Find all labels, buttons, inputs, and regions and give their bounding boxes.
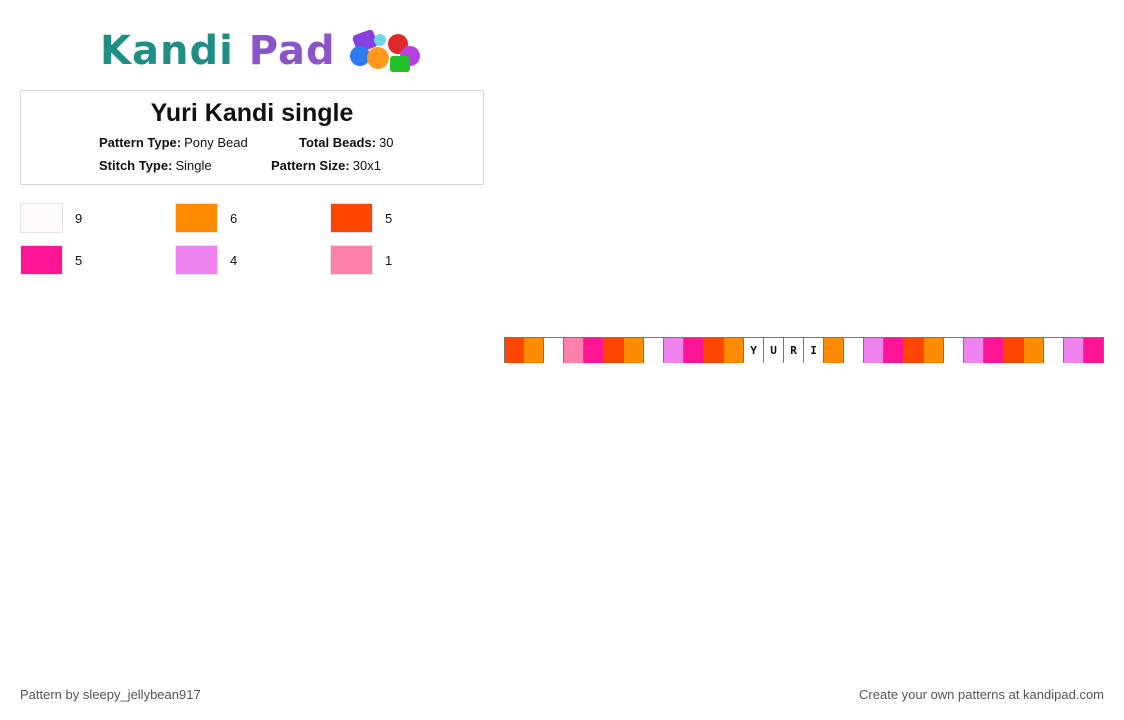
kandipad-promo-text: Create your own patterns at kandipad.com <box>859 687 1104 702</box>
swatch-color-2 <box>175 203 218 233</box>
bead-letter-y: Y <box>744 337 764 363</box>
bead <box>1004 337 1024 363</box>
beads-icon <box>349 29 420 72</box>
pattern-info-card: Yuri Kandi single Pattern Type: Pony Bead… <box>20 90 484 185</box>
bead <box>624 337 644 363</box>
bead <box>1024 337 1044 363</box>
bead <box>604 337 624 363</box>
total-beads: Total Beads: 30 <box>299 135 394 150</box>
bead <box>524 337 544 363</box>
pattern-author: Pattern by sleepy_jellybean917 <box>20 687 201 702</box>
bead <box>964 337 984 363</box>
swatch-color-6 <box>330 245 373 275</box>
bead <box>1084 337 1104 363</box>
pattern-title: Yuri Kandi single <box>150 99 354 127</box>
bead <box>904 337 924 363</box>
kandi-pad-logo: Kandi Pad <box>100 26 422 76</box>
bead-letter-u: U <box>764 337 784 363</box>
swatch-color-4 <box>20 245 63 275</box>
bead <box>824 337 844 363</box>
swatch-count-5: 4 <box>230 253 238 268</box>
swatch-color-3 <box>330 203 373 233</box>
swatch-count-1: 9 <box>75 211 83 226</box>
swatch-color-5 <box>175 245 218 275</box>
bead <box>564 337 584 363</box>
bead <box>544 337 564 363</box>
bead <box>1044 337 1064 363</box>
logo-wordmark: Kandi Pad <box>100 28 336 74</box>
bead-letter-r: R <box>784 337 804 363</box>
swatch-count-4: 5 <box>75 253 83 268</box>
bead <box>984 337 1004 363</box>
swatch-count-2: 6 <box>230 211 238 226</box>
bead <box>864 337 884 363</box>
pattern-size: Pattern Size: 30x1 <box>271 158 381 173</box>
bead <box>684 337 704 363</box>
bead <box>584 337 604 363</box>
bead <box>704 337 724 363</box>
bead <box>884 337 904 363</box>
swatch-count-6: 1 <box>385 253 393 268</box>
bead <box>844 337 864 363</box>
bead <box>924 337 944 363</box>
bead <box>1064 337 1084 363</box>
pattern-type: Pattern Type: Pony Bead <box>99 135 248 150</box>
stitch-type: Stitch Type: Single <box>99 158 212 173</box>
bead <box>944 337 964 363</box>
swatch-color-1 <box>20 203 63 233</box>
swatch-count-3: 5 <box>385 211 393 226</box>
bead <box>644 337 664 363</box>
bead <box>724 337 744 363</box>
bead <box>664 337 684 363</box>
bead-letter-i: I <box>804 337 824 363</box>
bead <box>504 337 524 363</box>
